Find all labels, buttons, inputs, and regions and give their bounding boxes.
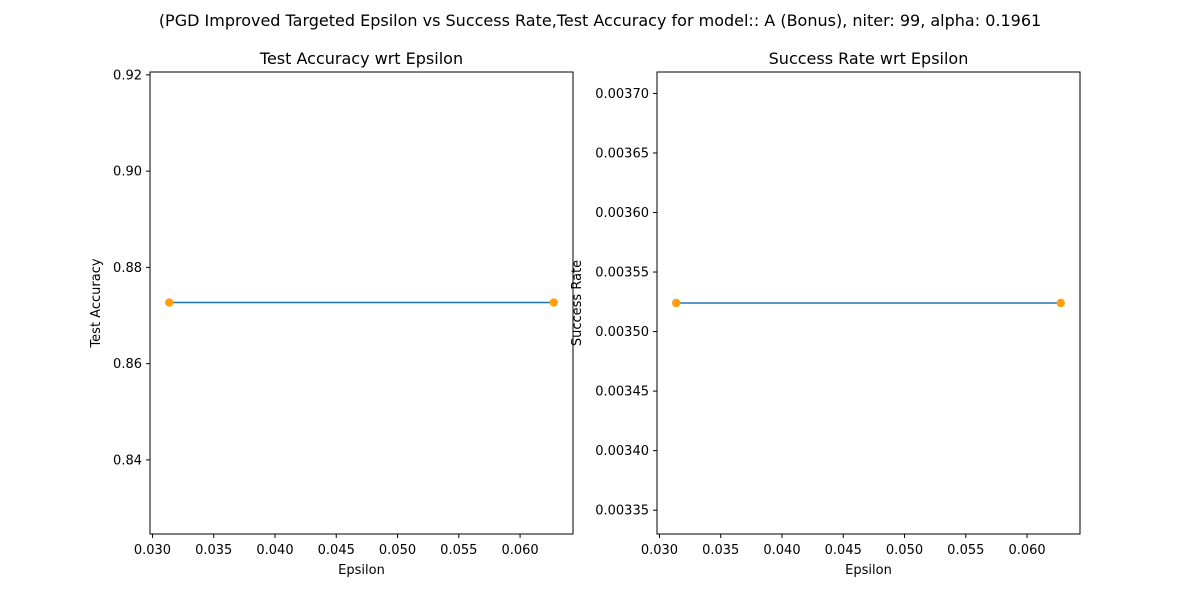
y-tick-label: 0.92 [113,68,142,83]
x-tick-label: 0.040 [256,543,293,558]
x-tick-label: 0.050 [886,543,923,558]
x-tick-label: 0.030 [641,543,678,558]
data-point [672,298,681,308]
y-tick-label: 0.88 [113,261,142,276]
y-tick-label: 0.00335 [595,504,649,519]
plot-frame [656,71,1081,535]
x-tick-label: 0.040 [763,543,800,558]
x-tick-label: 0.060 [501,543,538,558]
plot-frame [149,71,574,535]
y-tick-label: 0.00365 [595,146,649,161]
subplot-title: Test Accuracy wrt Epsilon [259,49,463,68]
subplot-test-accuracy: Test Accuracy wrt Epsilon Epsilon Test A… [89,49,574,578]
figure-suptitle: (PGD Improved Targeted Epsilon vs Succes… [159,11,1041,30]
x-tick-label: 0.060 [1008,543,1045,558]
subplot-success-rate: Success Rate wrt Epsilon Epsilon Success… [570,49,1081,578]
data-point [165,298,174,307]
y-tick-label: 0.00345 [595,385,649,400]
y-axis-label: Success Rate [570,260,585,346]
subplot-title: Success Rate wrt Epsilon [769,49,969,68]
x-tick-label: 0.055 [440,543,477,558]
x-tick-label: 0.035 [195,543,232,558]
x-axis-label: Epsilon [845,563,892,578]
y-tick-label: 0.00370 [595,87,649,102]
y-tick-label: 0.00360 [595,206,649,221]
y-tick-label: 0.00355 [595,266,649,281]
y-tick-label: 0.86 [113,357,142,372]
y-tick-label: 0.00340 [595,444,649,459]
x-axis-label: Epsilon [338,563,385,578]
y-axis-label: Test Accuracy [89,258,104,348]
data-point [549,298,558,307]
x-tick-label: 0.035 [702,543,739,558]
x-tick-label: 0.045 [318,543,355,558]
y-tick-label: 0.90 [113,165,142,180]
x-tick-label: 0.045 [825,543,862,558]
data-point [1056,298,1065,308]
x-tick-label: 0.030 [134,543,171,558]
x-tick-label: 0.055 [947,543,984,558]
y-tick-label: 0.84 [113,453,142,468]
y-tick-label: 0.00350 [595,325,649,340]
x-tick-label: 0.050 [379,543,416,558]
